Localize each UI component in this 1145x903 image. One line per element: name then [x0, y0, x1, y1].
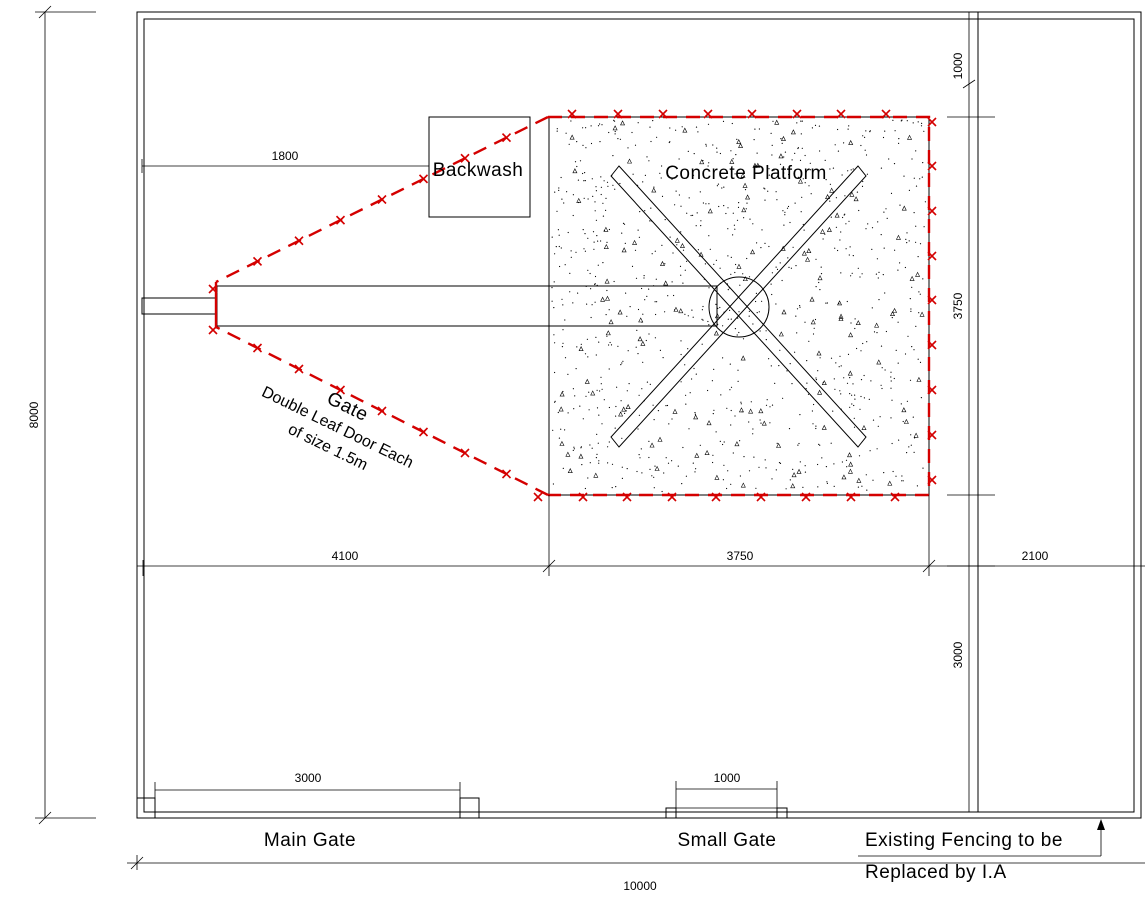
- dim-horizontal-row: 4100 3750 2100: [137, 495, 1145, 576]
- fencing-note: Existing Fencing to be Replaced by I.A: [858, 819, 1105, 883]
- dim-overall-height: 8000: [27, 5, 96, 825]
- fencing-note-line-1: Existing Fencing to be: [865, 830, 1063, 851]
- small-gate: 1000: [665, 771, 788, 819]
- dim-backwash-offset: 1800: [141, 149, 429, 173]
- concrete-platform-label: Concrete Platform: [665, 163, 827, 184]
- fencing-note-line-2: Replaced by I.A: [865, 862, 1007, 883]
- site-boundary: [136, 11, 1142, 819]
- concrete-hatch: [551, 119, 927, 493]
- backwash-label: Backwash: [433, 160, 524, 181]
- clarifier-centre: [708, 276, 770, 338]
- red-fence: [208, 109, 937, 502]
- dim-text-3750-vertical: 3750: [951, 292, 965, 319]
- dim-text-8000: 8000: [27, 401, 41, 428]
- dim-text-10000: 10000: [623, 879, 657, 893]
- arrow-up-icon: [1097, 819, 1105, 830]
- clarifier-arms: [610, 165, 867, 448]
- main-gate: 3000: [136, 771, 480, 819]
- dim-text-3750-horizontal: 3750: [727, 549, 754, 563]
- walkway: [141, 285, 718, 327]
- dim-text-3000-main-gate: 3000: [295, 771, 322, 785]
- backwash-box: [428, 116, 531, 218]
- dim-text-1000-top: 1000: [951, 52, 965, 79]
- dim-text-1000-small-gate: 1000: [714, 771, 741, 785]
- dim-text-4100: 4100: [332, 549, 359, 563]
- dim-text-3000-right: 3000: [951, 641, 965, 668]
- small-gate-label: Small Gate: [678, 830, 777, 851]
- dim-right-vertical: 1000 3750 3000: [947, 12, 995, 812]
- gate-note: Gate Double Leaf Door Each of size 1.5m: [259, 384, 416, 474]
- dim-text-2100: 2100: [1022, 549, 1049, 563]
- dim-text-1800: 1800: [272, 149, 299, 163]
- main-gate-label: Main Gate: [264, 830, 356, 851]
- dim-overall-width: 10000: [127, 855, 1145, 893]
